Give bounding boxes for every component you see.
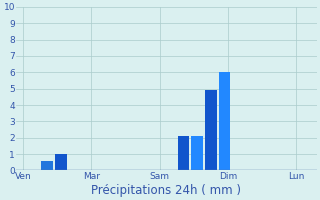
Bar (219, 72, 230, 170)
Bar (41, 161, 53, 170)
Bar (191, 136, 203, 170)
Bar (178, 136, 189, 170)
Bar (55, 154, 67, 170)
Bar (205, 90, 217, 170)
X-axis label: Précipitations 24h ( mm ): Précipitations 24h ( mm ) (92, 184, 242, 197)
